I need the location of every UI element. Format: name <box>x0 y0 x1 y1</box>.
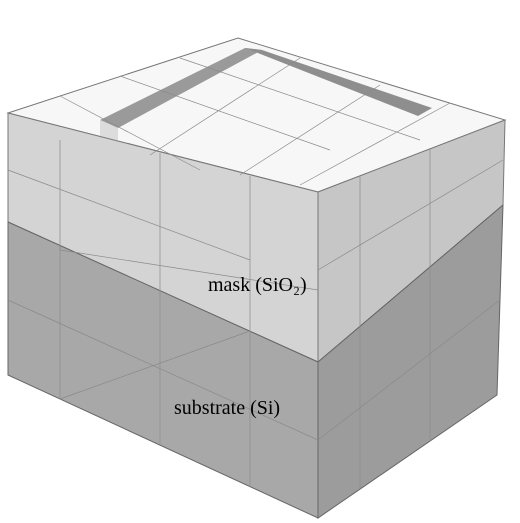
mask-label: mask (SiO₂) <box>208 274 307 296</box>
mesh-figure: mask (SiO₂) substrate (Si) <box>0 0 520 523</box>
substrate-label: substrate (Si) <box>174 397 280 419</box>
